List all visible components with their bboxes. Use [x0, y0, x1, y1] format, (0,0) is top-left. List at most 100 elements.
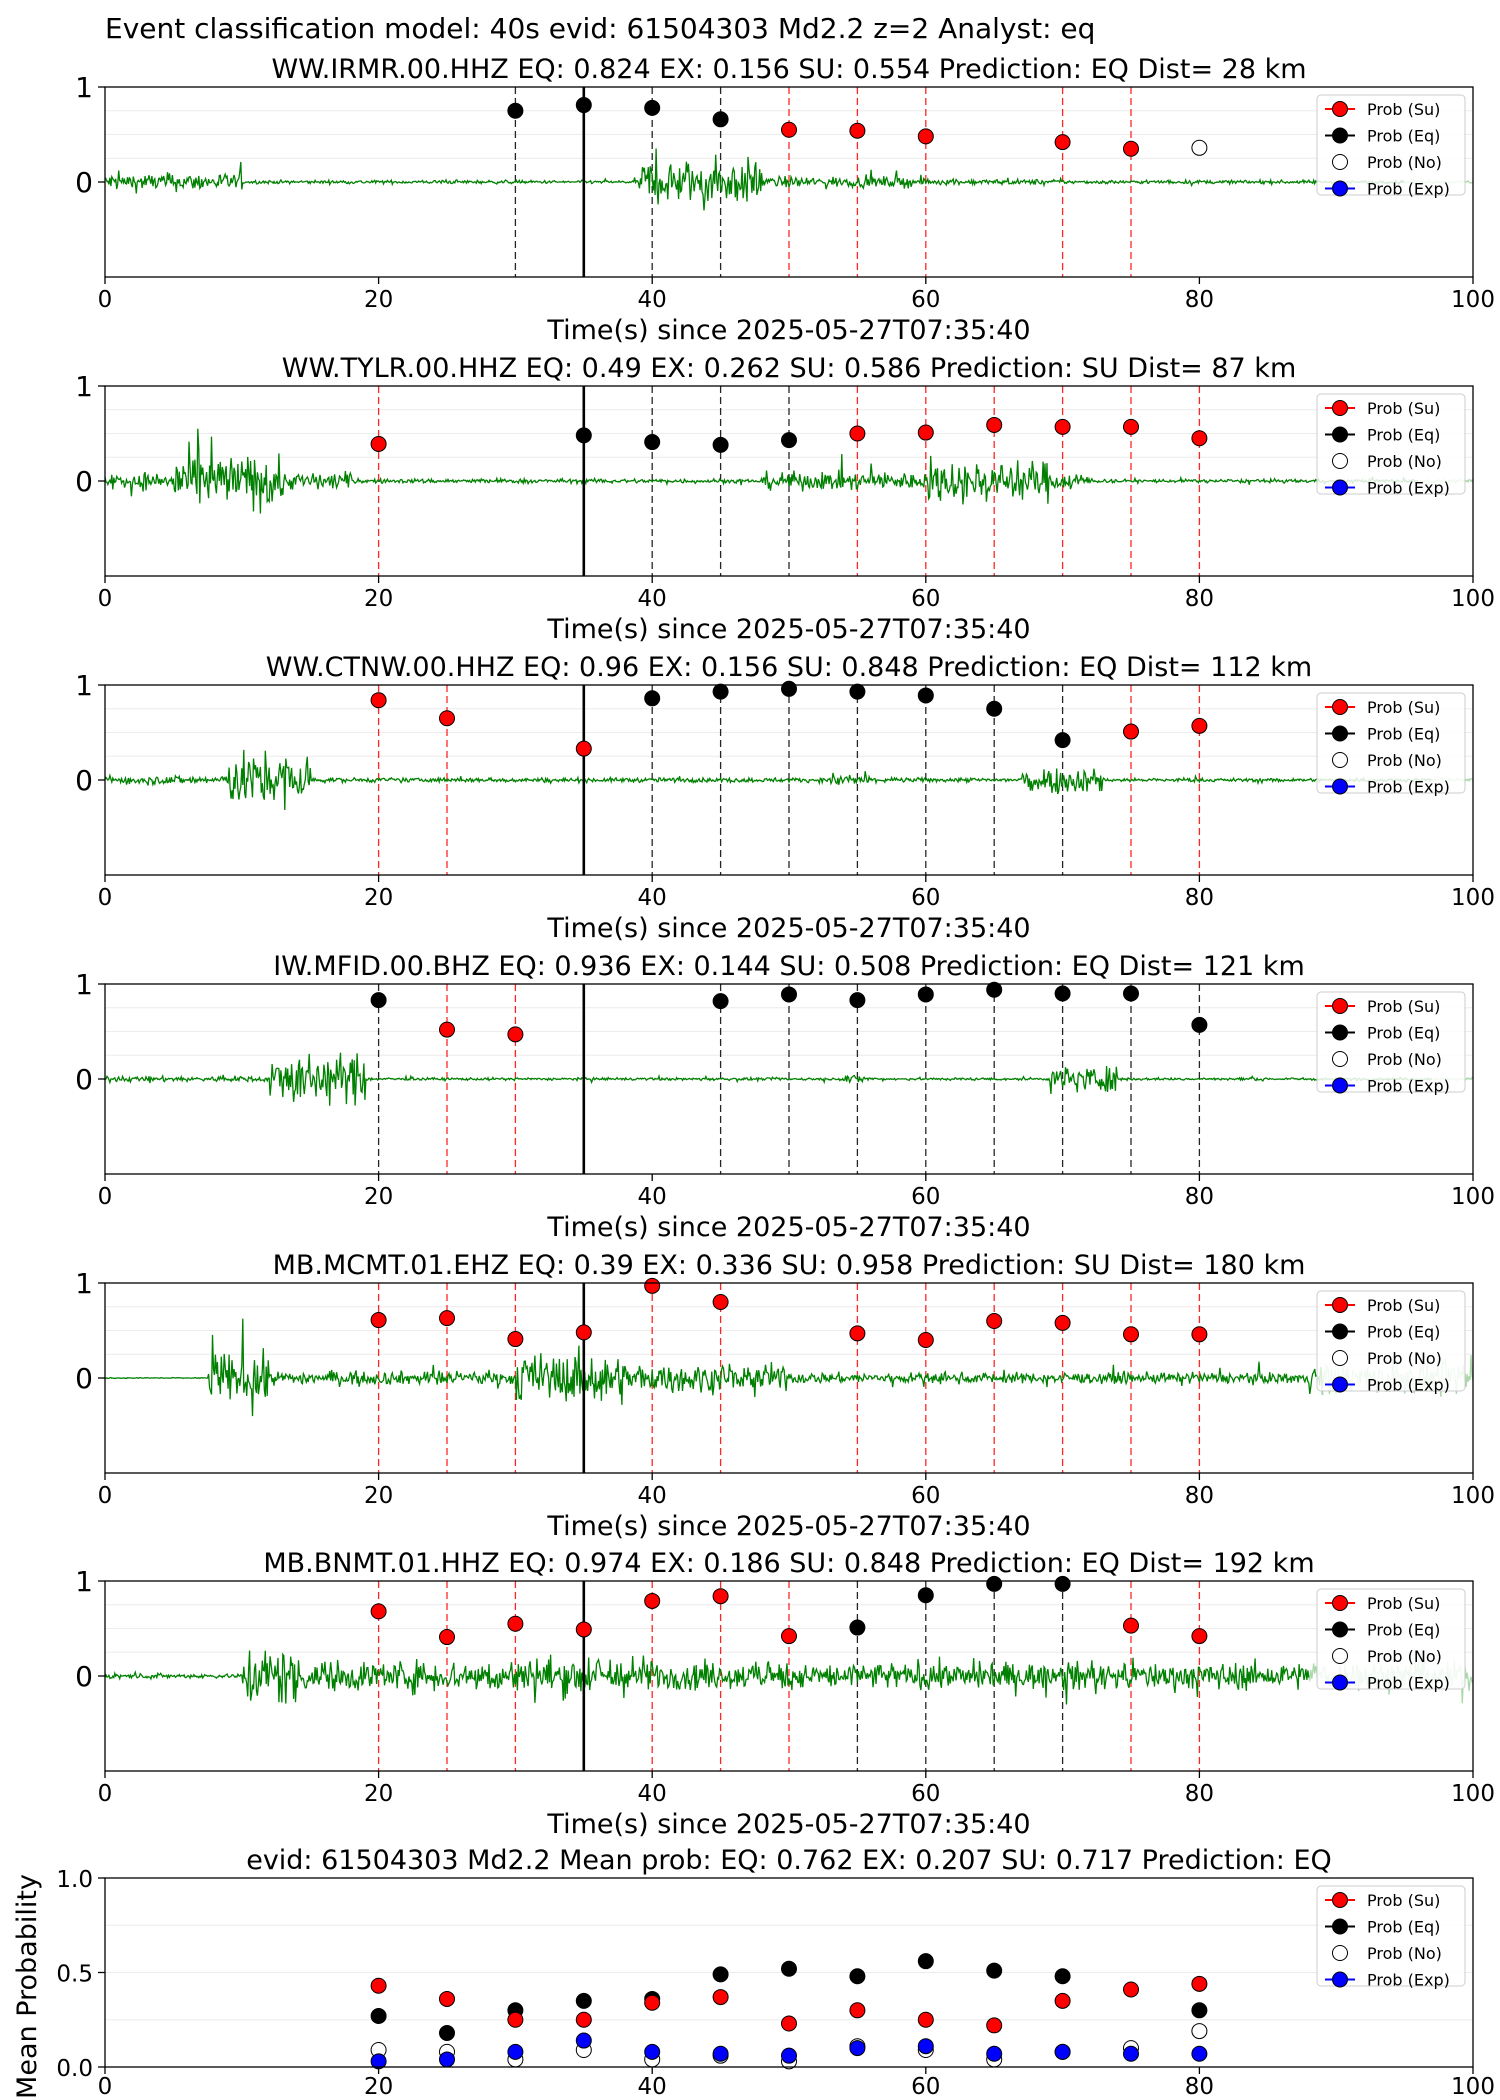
prob-point-su — [1191, 717, 1208, 734]
legend-marker — [1332, 101, 1348, 117]
legend-label: Prob (Su) — [1367, 100, 1440, 119]
prob-point-eq — [1054, 732, 1071, 749]
mean-point-exp — [849, 2040, 866, 2057]
x-tick-label: 40 — [638, 586, 667, 612]
legend-label: Prob (Exp) — [1367, 1077, 1450, 1096]
mean-point-su — [712, 1989, 729, 2006]
prob-point-eq — [917, 1587, 934, 1604]
x-tick-label: 40 — [638, 1781, 667, 1807]
prob-point-su — [1123, 418, 1139, 435]
legend-marker — [1332, 1918, 1348, 1935]
prob-point-eq — [781, 680, 797, 697]
waveform-trace — [104, 1052, 1433, 1106]
legend-label: Prob (Eq) — [1367, 127, 1440, 146]
mean-probability-panel: 1.0 0.5 0.00 20 40 60 80 100 evid: 61504303 Md2.… — [12, 1845, 1495, 2100]
prob-point-su — [1054, 1314, 1071, 1331]
legend-label: Prob (Eq) — [1367, 1024, 1440, 1043]
prob-point-su — [1191, 430, 1208, 447]
legend-label: Prob (No) — [1367, 751, 1442, 770]
prob-point-eq — [1123, 985, 1139, 1002]
mean-point-su — [1191, 1975, 1208, 1992]
prob-point-eq — [1054, 985, 1071, 1002]
x-axis-label: Time(s) since 2025-05-27T07:35:40 — [546, 315, 1030, 346]
mean-point-exp — [1054, 2043, 1071, 2060]
prob-point-su — [986, 1313, 1003, 1329]
prob-point-su — [439, 1629, 455, 1646]
x-tick-label: 0 — [98, 1184, 113, 1210]
legend-label: Prob (Eq) — [1367, 1621, 1440, 1640]
x-tick-label: 40 — [638, 885, 667, 911]
legend-marker — [1332, 1674, 1348, 1691]
mean-point-eq — [1054, 1968, 1071, 1985]
waveform-trace — [104, 1318, 1324, 1417]
prob-point-su — [1054, 134, 1071, 151]
x-tick-label: 0 — [98, 1483, 113, 1509]
legend-marker — [1332, 752, 1348, 768]
legend-label: Prob (Exp) — [1367, 479, 1450, 498]
legend-label: Prob (No) — [1367, 1349, 1442, 1368]
y-tick-label: 1 — [75, 1267, 93, 1300]
prob-point-eq — [712, 111, 729, 128]
x-tick-label: 0 — [98, 586, 113, 612]
prob-point-su — [849, 1325, 866, 1342]
mean-point-su — [986, 2017, 1003, 2034]
legend-marker — [1332, 1350, 1348, 1366]
prob-point-su — [1123, 1326, 1139, 1343]
prob-point-su — [507, 1026, 524, 1043]
mean-point-eq — [712, 1966, 729, 1983]
legend-label: Prob (Exp) — [1367, 180, 1450, 199]
prob-point-su — [1191, 1628, 1208, 1645]
mean-point-su — [439, 1990, 455, 2007]
legend-label: Prob (No) — [1367, 1050, 1442, 1069]
legend-marker — [1332, 1376, 1348, 1393]
legend-marker — [1332, 180, 1348, 197]
mean-point-su — [507, 2011, 524, 2028]
y-tick-label: 0.0 — [56, 2056, 93, 2082]
mean-point-exp — [1191, 2045, 1208, 2062]
x-tick-label: 80 — [1185, 1781, 1214, 1807]
x-tick-label: 20 — [364, 1483, 393, 1509]
legend-box — [1316, 393, 1466, 495]
prob-point-su — [1123, 140, 1139, 157]
mean-point-eq — [370, 2007, 387, 2024]
legend-label: Prob (Exp) — [1367, 1971, 1450, 1990]
x-tick-label: 60 — [911, 586, 940, 612]
x-tick-label: 100 — [1451, 885, 1495, 911]
prob-point-eq — [507, 102, 524, 119]
prob-point-su — [370, 692, 387, 709]
prob-point-su — [439, 710, 455, 727]
y-tick-label: 1 — [75, 669, 93, 702]
y-tick-label: 1.0 — [56, 1867, 93, 1893]
prob-point-eq — [1054, 1575, 1071, 1592]
prob-point-eq — [849, 683, 866, 700]
prob-point-eq — [370, 992, 387, 1009]
legend-label: Prob (Exp) — [1367, 1674, 1450, 1693]
x-tick-label: 60 — [911, 1781, 940, 1807]
prob-point-su — [917, 1332, 934, 1348]
x-tick-label: 100 — [1451, 1483, 1495, 1509]
legend-marker — [1332, 479, 1348, 496]
x-tick-label: 20 — [364, 885, 393, 911]
x-tick-label: 100 — [1451, 1781, 1495, 1807]
x-tick-label: 40 — [638, 1184, 667, 1210]
x-tick-label: 40 — [638, 2074, 667, 2100]
prob-point-su — [849, 122, 866, 139]
legend-label: Prob (Exp) — [1367, 1376, 1450, 1395]
legend-marker — [1332, 725, 1348, 742]
legend-marker — [1332, 426, 1348, 443]
prob-point-no — [1191, 139, 1208, 156]
x-axis-label: Time(s) since 2025-05-27T07:35:40 — [546, 1511, 1030, 1542]
y-tick-label: 1 — [75, 968, 93, 1001]
prob-point-eq — [781, 432, 797, 449]
legend-label: Prob (Eq) — [1367, 426, 1440, 445]
prob-point-eq — [917, 687, 934, 704]
prob-point-su — [712, 1294, 729, 1310]
legend-label: Prob (Su) — [1367, 698, 1440, 717]
panel-title: WW.TYLR.00.HHZ EQ: 0.49 EX: 0.262 SU: 0.… — [282, 353, 1297, 384]
waveform-trace — [104, 749, 1433, 811]
mean-point-su — [1054, 1992, 1071, 2009]
legend-marker — [1332, 1024, 1348, 1041]
